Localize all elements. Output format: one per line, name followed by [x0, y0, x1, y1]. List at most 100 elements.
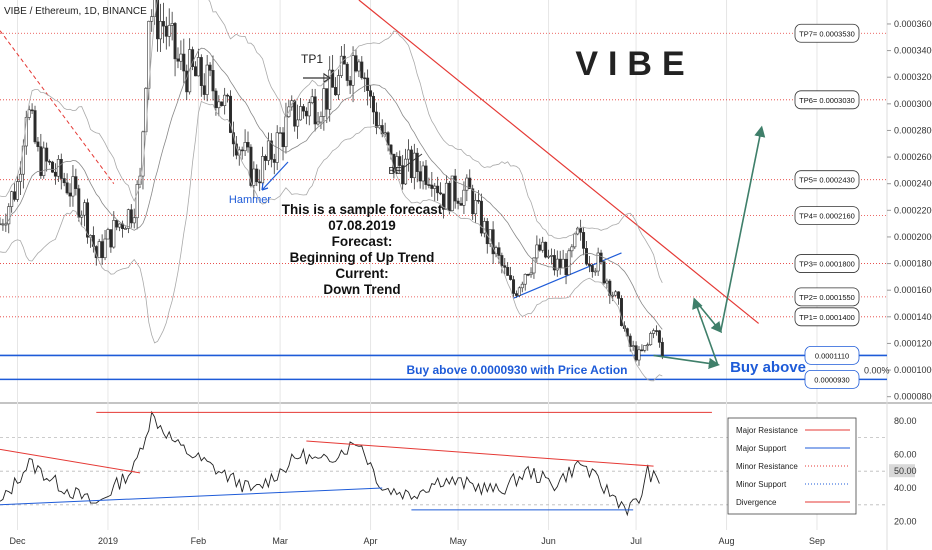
candle-body: [301, 106, 305, 112]
candle-body: [456, 200, 460, 204]
candle-body: [322, 88, 326, 117]
candle-body: [605, 280, 609, 284]
candle-body: [427, 184, 431, 186]
legend-box: [727, 417, 857, 515]
y-tick-label: 0.0000800: [894, 392, 932, 402]
x-tick-label: Jun: [541, 536, 556, 546]
candle-body: [602, 261, 606, 284]
legend-item-label: Divergence: [736, 498, 777, 507]
candle-body: [471, 188, 475, 215]
candle-body: [243, 142, 247, 152]
candle-body: [547, 255, 551, 258]
candle-body: [129, 209, 133, 224]
candle-body: [97, 241, 101, 259]
candle-body: [517, 287, 521, 296]
candle-body: [74, 176, 78, 189]
candle-body: [16, 181, 20, 200]
candle-body: [281, 132, 285, 148]
candle-body: [71, 176, 75, 197]
candle-body: [135, 184, 139, 219]
forecast-note-line: Down Trend: [323, 282, 400, 297]
candle-body: [614, 291, 618, 296]
tp-level-label: TP3= 0.0001800: [794, 254, 860, 273]
candle-body: [386, 132, 390, 146]
candle-body: [304, 110, 308, 117]
candle-body: [109, 229, 113, 248]
candle-body: [366, 77, 370, 91]
candle-body: [512, 279, 516, 294]
candle-body: [51, 161, 55, 173]
candle-body: [30, 109, 34, 112]
candle-body: [299, 106, 303, 121]
x-tick-label: 2019: [98, 536, 118, 546]
candle-body: [474, 200, 478, 215]
candle-body: [106, 229, 110, 240]
candle-body: [500, 255, 504, 266]
candle-body: [593, 270, 597, 273]
lower-band: [0, 100, 663, 382]
osc-major-resistance-line: [306, 440, 654, 467]
buy-above-label: Buy above: [730, 359, 806, 376]
candle-body: [252, 168, 256, 186]
candle-body: [193, 66, 197, 77]
buy-above-note: Buy above 0.0000930 with Price Action: [407, 363, 628, 377]
candle-body: [558, 258, 562, 269]
legend-item-label: Minor Resistance: [736, 462, 798, 471]
candle-body: [191, 49, 195, 67]
candle-body: [173, 23, 177, 60]
candle-body: [170, 23, 174, 26]
forecast-arrow: [692, 297, 719, 365]
legend: Major Resistance Major Support Minor Resis…: [727, 417, 857, 515]
candle-body: [488, 229, 492, 245]
candle-body: [231, 132, 235, 145]
candle-body: [27, 109, 31, 118]
candle-body: [77, 188, 81, 218]
candle-body: [491, 229, 495, 255]
forecast-note-line: Current:: [335, 266, 388, 281]
tp-level-text: TP4= 0.0002160: [799, 212, 855, 221]
candle-body: [176, 58, 180, 62]
candle-body: [465, 177, 469, 191]
symbol-watermark: VIBE: [575, 45, 694, 83]
candle-body: [132, 217, 136, 224]
candle-body: [599, 252, 603, 263]
tp-level-text: TP2= 0.0001550: [799, 293, 855, 302]
candle-body: [167, 24, 171, 37]
tp-level-label: TP4= 0.0002160: [794, 206, 860, 226]
x-tick-label: May: [450, 536, 468, 546]
tp-level-label: TP7= 0.0003530: [794, 23, 860, 43]
osc-major-support-line: [0, 487, 383, 506]
candle-body: [357, 61, 361, 72]
candle-body: [284, 116, 288, 148]
candle-body: [660, 342, 664, 357]
candle-body: [363, 77, 367, 80]
candle-body: [161, 21, 165, 27]
candle-body: [205, 64, 209, 95]
support-level-box: [804, 369, 860, 389]
candle-body: [118, 223, 122, 228]
candle-body: [412, 152, 416, 179]
candle-body: [628, 335, 632, 347]
candle-body: [150, 16, 154, 22]
legend-item-label: Minor Support: [736, 480, 787, 489]
candle-body: [541, 241, 545, 251]
candle-body: [42, 147, 46, 176]
candle-body: [617, 291, 621, 299]
candle-body: [278, 132, 282, 134]
forecast-note-line: 07.08.2019: [328, 218, 396, 233]
osc-highlight-bg: [889, 464, 915, 478]
candle-body: [514, 293, 518, 296]
x-tick-label: Jul: [630, 536, 642, 546]
candle-body: [584, 248, 588, 265]
candle-body: [652, 330, 656, 334]
candle-body: [220, 101, 224, 106]
candle-body: [643, 345, 647, 351]
candle-body: [570, 246, 574, 252]
candle-body: [264, 156, 268, 161]
chart-title: VIBE / Ethereum, 1D, BINANCE: [4, 6, 147, 17]
